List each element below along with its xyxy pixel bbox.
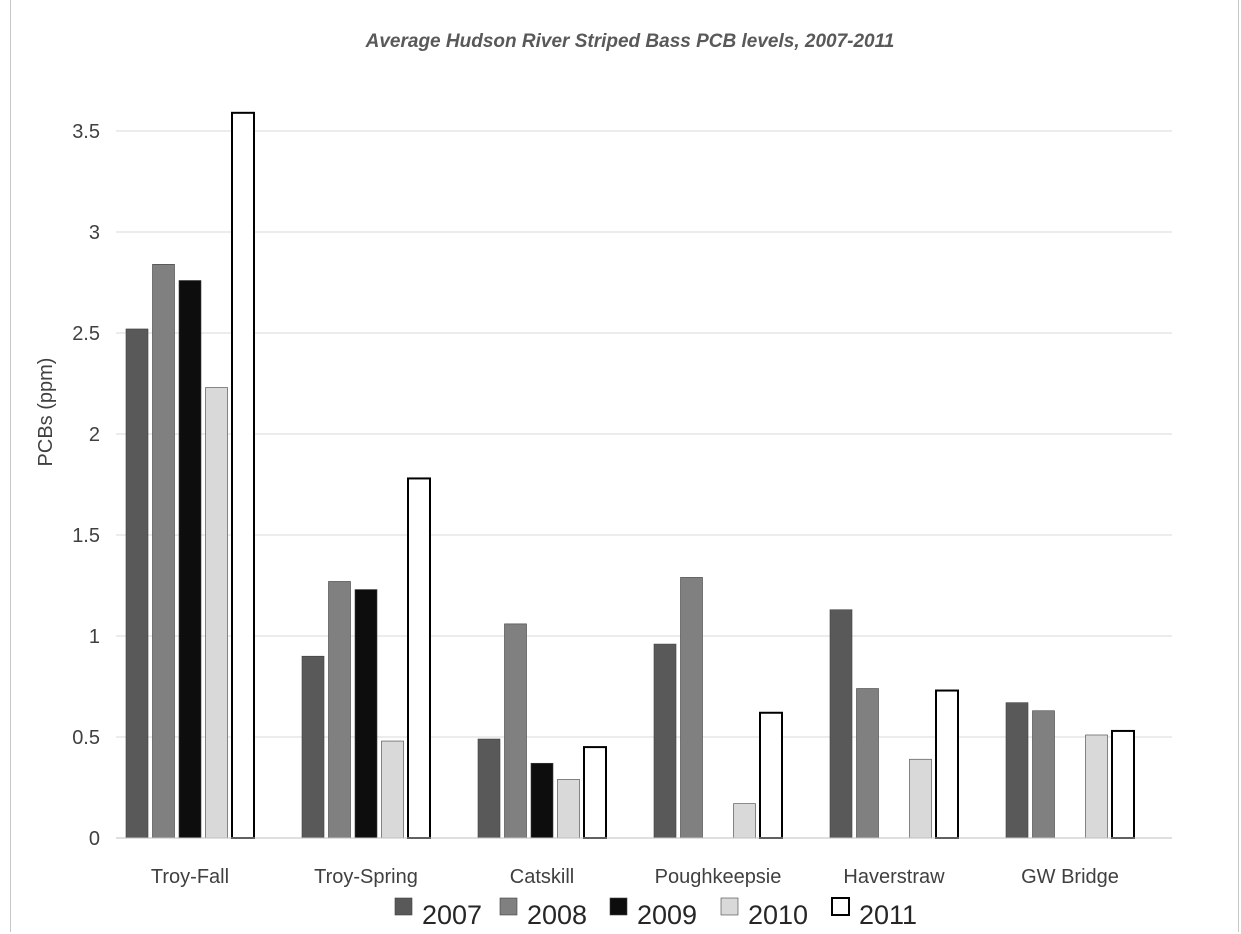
bar-2007-poughkeepsie — [653, 643, 677, 839]
y-tick-label: 2 — [89, 424, 100, 446]
y-axis-title: PCBs (ppm) — [35, 358, 57, 467]
y-tick-label: 0 — [89, 828, 100, 850]
legend-label-2007: 2007 — [422, 900, 482, 930]
y-axis-ticks: 0 0.5 1 1.5 2 2.5 3 3.5 — [72, 121, 100, 850]
y-tick-label: 2.5 — [72, 323, 100, 345]
bar-2007-troy-spring — [301, 655, 325, 839]
x-tick-label: Poughkeepsie — [655, 866, 782, 888]
bar-2011-poughkeepsie — [759, 711, 783, 840]
legend-label-2008: 2008 — [527, 900, 587, 930]
y-tick-label: 1.5 — [72, 525, 100, 547]
gridlines — [116, 130, 1172, 738]
y-tick-label: 3.5 — [72, 121, 100, 143]
y-tick-label: 1 — [89, 626, 100, 648]
bar-2011-haverstraw — [935, 689, 959, 839]
legend-swatch-2011 — [831, 897, 850, 916]
bar-2010-troy-spring — [381, 740, 404, 839]
bar-2011-troy-spring — [407, 477, 431, 839]
legend-label-2009: 2009 — [637, 900, 697, 930]
bar-2009-troy-spring — [354, 589, 378, 839]
bar-2008-troy-fall — [152, 264, 175, 839]
bar-2010-catskill — [557, 779, 580, 839]
bar-2010-haverstraw — [909, 758, 932, 839]
bar-2007-catskill — [477, 738, 501, 839]
bar-2008-catskill — [504, 623, 527, 839]
legend-swatch-2009 — [609, 897, 628, 916]
legend: 2007 2008 2009 2010 2011 — [394, 897, 917, 930]
category-labels: Troy-Fall Troy-Spring Catskill Poughkeepsie… — [151, 866, 1119, 888]
legend-swatch-2007 — [394, 897, 413, 916]
bar-2007-haverstraw — [829, 609, 853, 839]
bar-2008-haverstraw — [856, 688, 879, 839]
legend-label-2011: 2011 — [859, 900, 917, 930]
bar-2011-catskill — [583, 746, 607, 839]
y-tick-label: 0.5 — [72, 727, 100, 749]
bar-2011-gw-bridge — [1111, 729, 1135, 839]
bar-2009-catskill — [530, 762, 554, 839]
bar-2010-gw-bridge — [1085, 734, 1108, 839]
bars — [125, 111, 1135, 840]
bar-2011-troy-fall — [231, 111, 255, 839]
x-tick-label: Troy-Fall — [151, 866, 229, 888]
bar-2007-gw-bridge — [1005, 702, 1029, 839]
legend-label-2010: 2010 — [748, 900, 808, 930]
x-tick-label: Haverstraw — [843, 866, 945, 888]
bar-2008-poughkeepsie — [680, 577, 703, 839]
bar-2008-gw-bridge — [1032, 710, 1055, 839]
legend-swatch-2010 — [720, 897, 739, 916]
x-tick-label: GW Bridge — [1021, 866, 1119, 888]
bar-2009-troy-fall — [178, 280, 202, 839]
y-tick-label: 3 — [89, 222, 100, 244]
chart-title: Average Hudson River Striped Bass PCB le… — [365, 31, 895, 52]
x-tick-label: Troy-Spring — [314, 866, 418, 888]
x-tick-label: Catskill — [510, 866, 574, 888]
legend-swatch-2008 — [499, 897, 518, 916]
bar-2010-poughkeepsie — [733, 803, 756, 839]
bar-2010-troy-fall — [205, 387, 228, 839]
bar-2008-troy-spring — [328, 581, 351, 839]
bar-2007-troy-fall — [125, 328, 149, 839]
